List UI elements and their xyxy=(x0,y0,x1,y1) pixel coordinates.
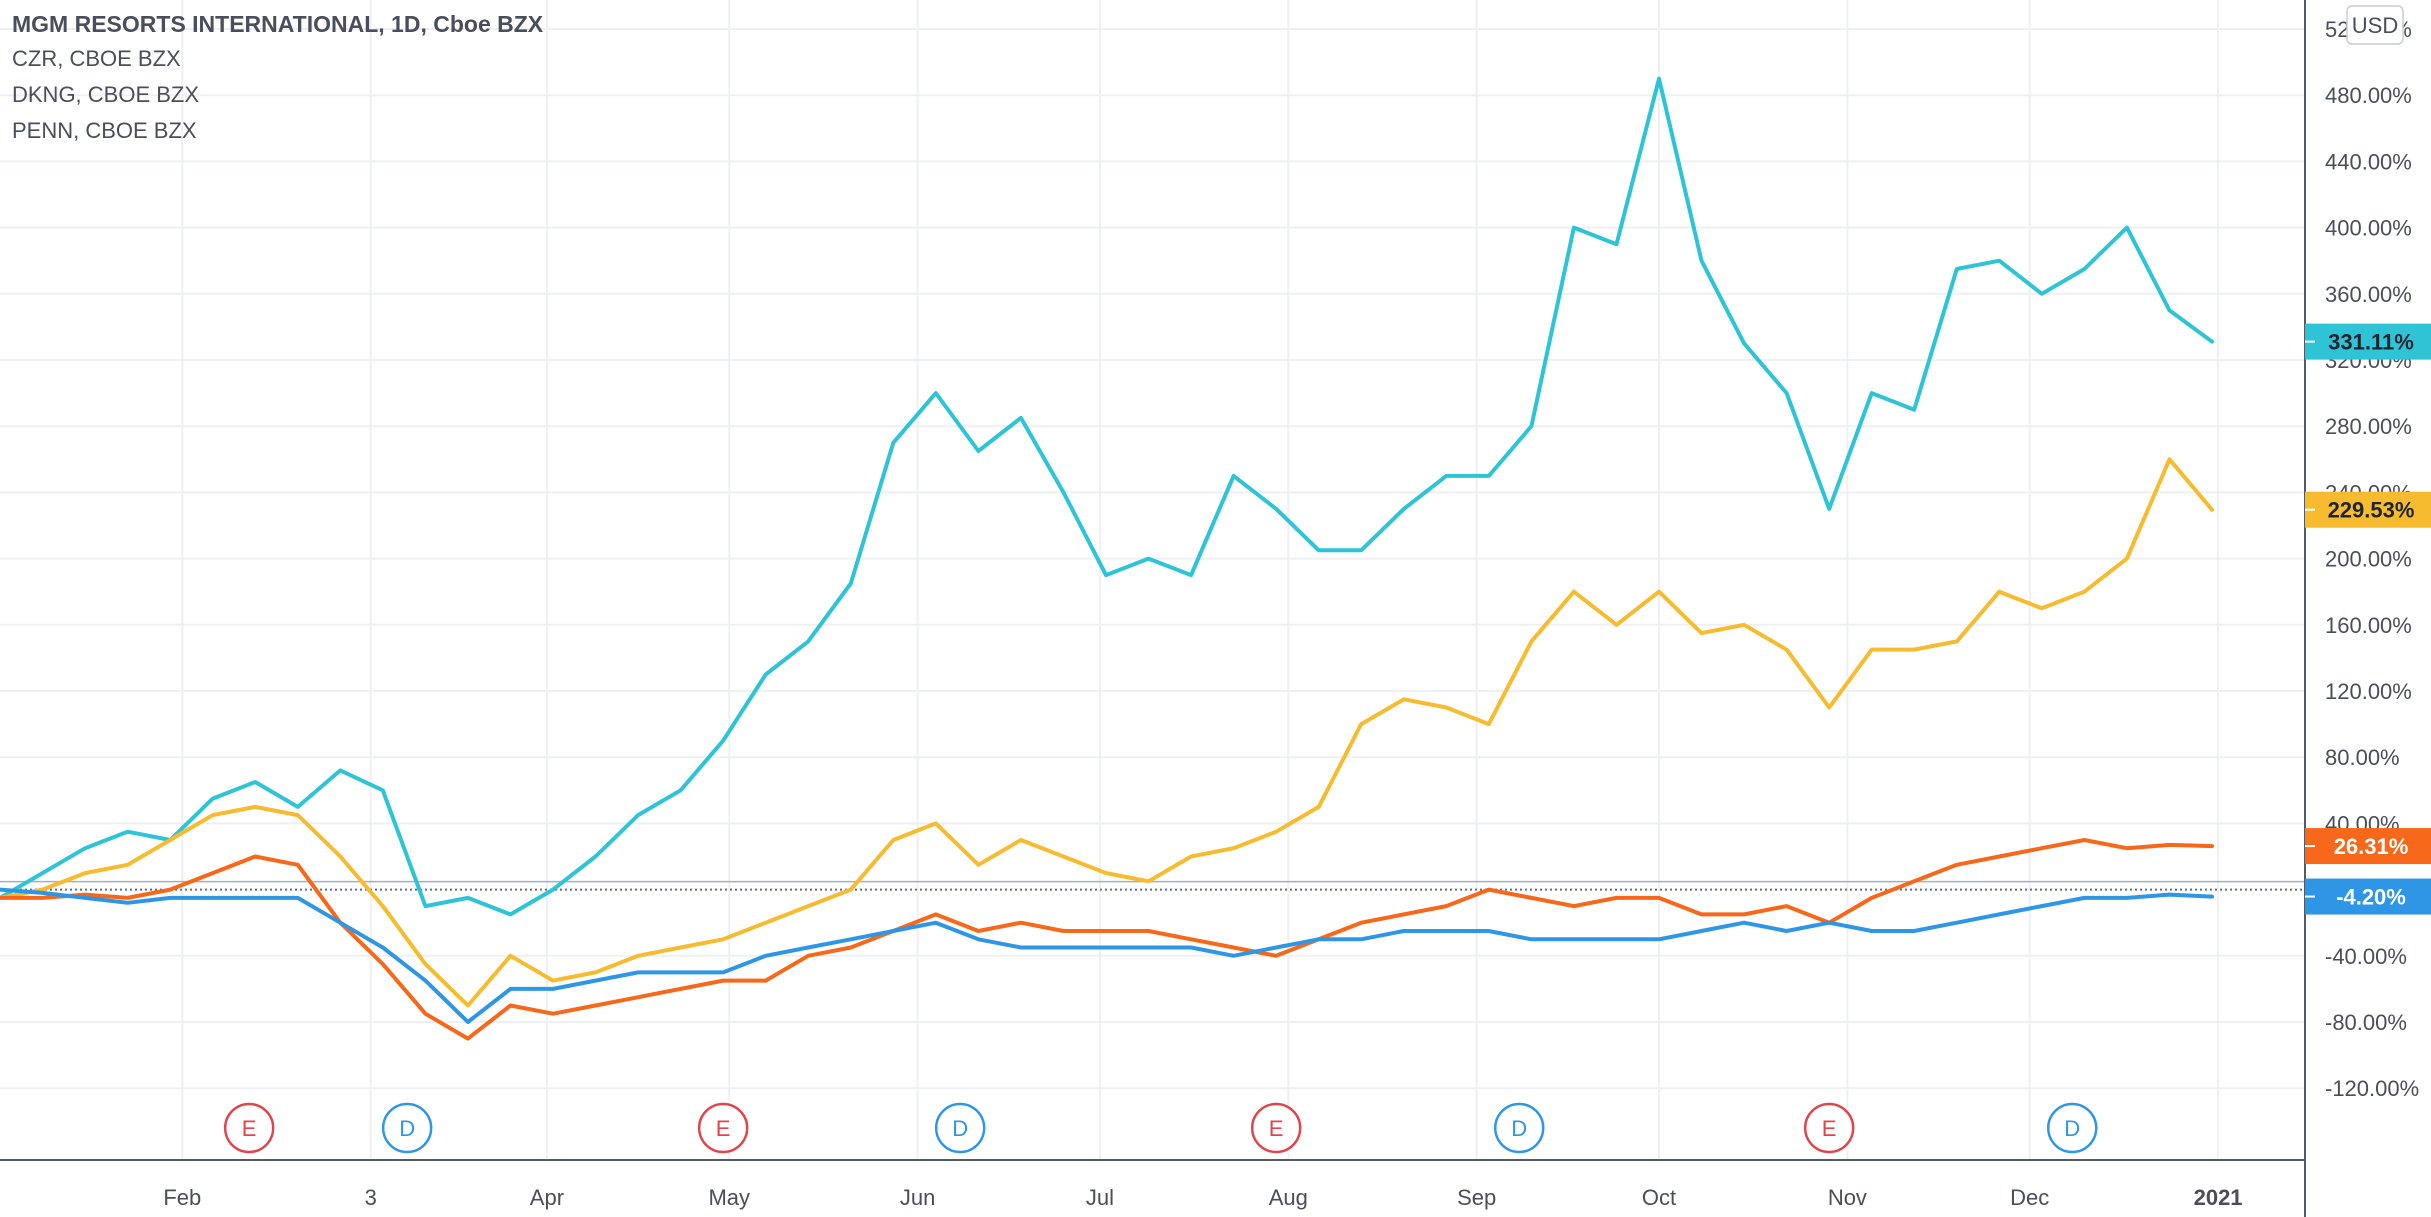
price-labels: 331.11% 229.53% 26.31% -4.20% xyxy=(2305,323,2431,915)
series-lines[interactable] xyxy=(0,76,2214,1041)
event-circle[interactable] xyxy=(1803,1102,1855,1154)
y-tick-label: 400.00% xyxy=(2325,216,2412,241)
last-value-text: 26.31% xyxy=(2334,834,2409,859)
y-tick-label: 200.00% xyxy=(2325,547,2412,572)
event-circle[interactable] xyxy=(223,1102,275,1154)
event-letter[interactable]: D xyxy=(952,1116,968,1141)
event-marker-dividend[interactable]: D xyxy=(934,1102,986,1154)
last-value-label-czr: 26.31% xyxy=(2305,828,2431,865)
last-value-box xyxy=(2305,491,2431,528)
x-tick-label: May xyxy=(708,1185,750,1210)
y-tick-label: 480.00% xyxy=(2325,83,2412,108)
event-circle[interactable] xyxy=(2046,1102,2098,1154)
x-tick-label: 2021 xyxy=(2194,1185,2243,1210)
series-line-dkng[interactable] xyxy=(0,76,2214,917)
last-value-box xyxy=(2305,828,2431,865)
event-marker-earnings[interactable]: E xyxy=(1803,1102,1855,1154)
event-circle[interactable] xyxy=(1250,1102,1302,1154)
event-marker-earnings[interactable]: E xyxy=(223,1102,275,1154)
x-tick-label: Oct xyxy=(1642,1185,1676,1210)
last-value-box xyxy=(2305,323,2431,360)
y-tick-label: 80.00% xyxy=(2325,745,2400,770)
y-tick-label: -120.00% xyxy=(2325,1076,2419,1101)
y-tick-label: 120.00% xyxy=(2325,679,2412,704)
currency-label[interactable]: USD xyxy=(2352,13,2398,38)
series-line-czr[interactable] xyxy=(0,838,2214,1041)
event-marker-dividend[interactable]: D xyxy=(381,1102,433,1154)
baseline xyxy=(0,880,2305,891)
event-circle[interactable] xyxy=(1493,1102,1545,1154)
last-value-label-mgm: -4.20% xyxy=(2305,878,2431,915)
event-letter[interactable]: E xyxy=(242,1116,257,1141)
series-line-mgm[interactable] xyxy=(0,887,2214,1024)
event-letter[interactable]: E xyxy=(1822,1116,1837,1141)
event-circle[interactable] xyxy=(934,1102,986,1154)
x-tick-label: Nov xyxy=(1828,1185,1867,1210)
event-letter[interactable]: D xyxy=(2064,1116,2080,1141)
y-tick-label: 360.00% xyxy=(2325,282,2412,307)
x-tick-label: Dec xyxy=(2010,1185,2049,1210)
last-value-label-dkng: 331.11% xyxy=(2305,323,2431,360)
event-circle[interactable] xyxy=(697,1102,749,1154)
grid-lines xyxy=(0,0,2305,1160)
y-tick-label: 440.00% xyxy=(2325,149,2412,174)
last-value-label-penn: 229.53% xyxy=(2305,491,2431,528)
event-letter[interactable]: E xyxy=(716,1116,731,1141)
y-tick-label: 280.00% xyxy=(2325,414,2412,439)
legend-czr[interactable]: CZR, CBOE BZX xyxy=(12,46,181,71)
legend-penn[interactable]: PENN, CBOE BZX xyxy=(12,118,197,143)
legend-dkng[interactable]: DKNG, CBOE BZX xyxy=(12,82,200,107)
x-tick-label: Jul xyxy=(1086,1185,1114,1210)
x-tick-label: Apr xyxy=(530,1185,564,1210)
x-tick-label: Sep xyxy=(1457,1185,1496,1210)
event-marker-dividend[interactable]: D xyxy=(1493,1102,1545,1154)
last-value-text: -4.20% xyxy=(2336,885,2406,910)
x-tick-label: Feb xyxy=(163,1185,201,1210)
event-marker-earnings[interactable]: E xyxy=(1250,1102,1302,1154)
event-marker-dividend[interactable]: D xyxy=(2046,1102,2098,1154)
y-tick-label: -80.00% xyxy=(2325,1010,2407,1035)
x-tick-label: Jun xyxy=(900,1185,935,1210)
event-letter[interactable]: D xyxy=(399,1116,415,1141)
currency-button[interactable]: USD xyxy=(2346,5,2404,45)
event-letter[interactable]: D xyxy=(1511,1116,1527,1141)
legend-main-symbol[interactable]: MGM RESORTS INTERNATIONAL, 1D, Cboe BZX xyxy=(12,11,544,37)
x-tick-label: Aug xyxy=(1269,1185,1308,1210)
event-letter[interactable]: E xyxy=(1269,1116,1284,1141)
last-value-box xyxy=(2305,878,2431,915)
x-tick-label: 3 xyxy=(365,1185,377,1210)
last-value-text: 331.11% xyxy=(2328,330,2414,355)
chart-legend: MGM RESORTS INTERNATIONAL, 1D, Cboe BZX … xyxy=(12,8,543,149)
series-line-penn[interactable] xyxy=(0,457,2214,1008)
event-marker-earnings[interactable]: E xyxy=(697,1102,749,1154)
last-value-text: 229.53% xyxy=(2328,498,2415,523)
event-circle[interactable] xyxy=(381,1102,433,1154)
y-tick-label: -40.00% xyxy=(2325,944,2407,969)
currency-box xyxy=(2346,5,2404,45)
y-tick-label: 160.00% xyxy=(2325,613,2412,638)
